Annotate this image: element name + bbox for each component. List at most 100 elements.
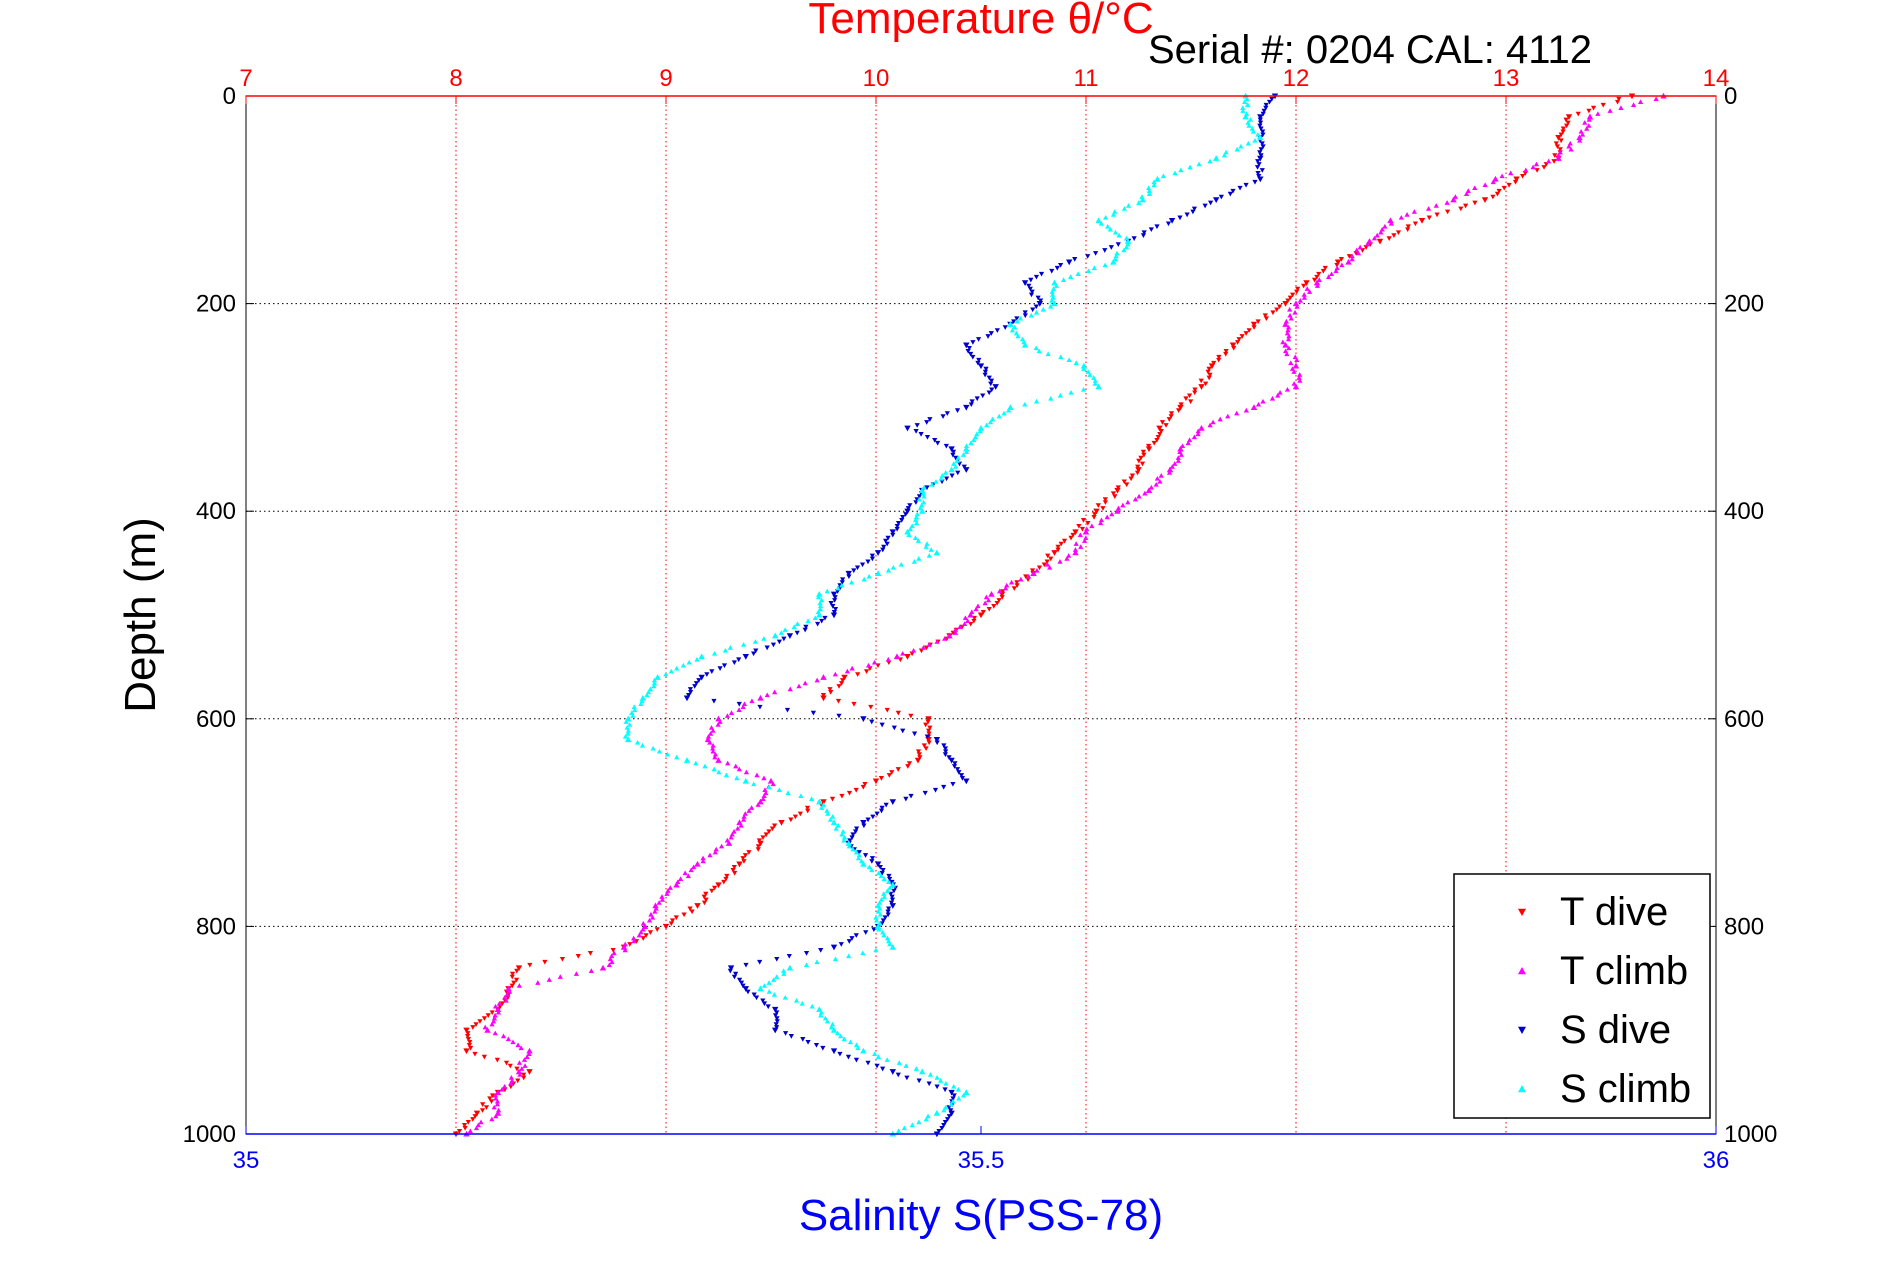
data-point-interp [1577, 137, 1583, 143]
data-point-interp [901, 1125, 907, 1131]
data-point-interp [1057, 392, 1063, 398]
data-point-interp [876, 870, 882, 876]
data-point-interp [852, 829, 859, 835]
data-point-interp [1297, 378, 1303, 383]
data-point-interp [468, 1045, 474, 1051]
data-point [889, 881, 896, 888]
data-point-interp [906, 532, 912, 538]
data-point-interp [879, 805, 885, 811]
data-point-interp [1398, 214, 1404, 220]
data-point-interp [913, 1066, 919, 1071]
data-point-interp [1168, 411, 1175, 416]
data-point-interp [938, 475, 944, 481]
data-point-interp [728, 834, 734, 840]
data-point-interp [974, 396, 980, 402]
data-point-interp [1263, 105, 1269, 111]
data-point-interp [687, 690, 694, 695]
data-point-interp [957, 624, 963, 629]
data-point-interp [997, 588, 1003, 594]
data-point-interp [518, 1045, 524, 1051]
data-point-interp [573, 971, 579, 976]
data-point [1051, 300, 1058, 307]
data-point-interp [1490, 194, 1496, 200]
data-point-interp [782, 1031, 789, 1036]
data-point-interp [906, 761, 913, 766]
data-point-interp [774, 956, 780, 962]
data-point-interp [1320, 268, 1326, 274]
data-point-interp [810, 710, 817, 716]
data-point-interp [960, 1092, 967, 1098]
data-point-interp [885, 912, 891, 918]
data-point-interp [803, 624, 809, 630]
data-point-interp [969, 399, 975, 405]
data-point-interp [887, 885, 893, 890]
data-point-interp [881, 891, 887, 896]
data-point-interp [889, 879, 895, 885]
data-point-interp [1040, 306, 1046, 312]
data-point-interp [743, 962, 749, 968]
data-point-interp [996, 598, 1002, 603]
data-point-interp [956, 1095, 962, 1101]
data-point-interp [1012, 324, 1018, 330]
data-point-interp [1374, 232, 1380, 238]
data-point-interp [926, 1081, 932, 1087]
data-point-interp [817, 600, 823, 606]
data-point-interp [1285, 327, 1291, 333]
data-point-interp [948, 1108, 954, 1113]
data-point-interp [1260, 132, 1266, 138]
data-point-interp [757, 959, 763, 965]
data-point-interp [1172, 170, 1178, 176]
data-point-interp [1334, 265, 1340, 271]
data-point-interp [686, 692, 692, 698]
data-point-interp [732, 870, 738, 876]
data-point-interp [1534, 168, 1540, 173]
data-point [977, 424, 985, 431]
data-point-interp [924, 434, 931, 440]
data-point-interp [1395, 230, 1402, 236]
data-point-interp [456, 1128, 463, 1134]
data-point-interp [959, 776, 966, 781]
data-point-interp [1223, 348, 1229, 354]
data-point [874, 923, 882, 929]
data-point-interp [1026, 573, 1032, 579]
data-point [946, 632, 953, 639]
data-point-interp [711, 766, 717, 772]
data-point [1110, 258, 1117, 265]
data-point-interp [1035, 295, 1041, 301]
data-point-interp [1079, 526, 1086, 532]
data-point-interp [932, 437, 938, 443]
data-point-interp [1157, 478, 1163, 484]
data-point [1154, 175, 1161, 182]
data-point [830, 1027, 838, 1033]
data-point-interp [711, 698, 717, 704]
data-point-interp [881, 932, 887, 938]
data-point [1145, 487, 1153, 493]
data-point-interp [1584, 126, 1590, 131]
data-point [1450, 196, 1457, 203]
data-point-interp [1132, 496, 1139, 502]
data-point-interp [1553, 141, 1559, 147]
data-point-interp [575, 953, 581, 959]
data-point [654, 674, 661, 680]
data-point-interp [1259, 168, 1265, 173]
temp-tick-label: 10 [863, 65, 890, 92]
data-point-interp [881, 894, 887, 899]
data-point-interp [559, 956, 566, 962]
data-point [816, 611, 823, 618]
data-point-interp [860, 784, 866, 790]
data-point [948, 1110, 955, 1117]
data-point-interp [703, 891, 709, 897]
data-point-interp [1311, 277, 1318, 283]
data-point-interp [1582, 120, 1588, 125]
data-point-interp [1014, 318, 1020, 324]
data-point-interp [963, 443, 970, 449]
data-point-interp [1102, 500, 1109, 505]
data-point-interp [846, 574, 852, 580]
data-point-interp [885, 656, 891, 662]
data-point-interp [950, 1096, 956, 1102]
data-point-interp [1207, 158, 1213, 164]
data-point-interp [962, 615, 969, 621]
data-point-interp [510, 1039, 516, 1045]
data-point-interp [1560, 129, 1566, 135]
data-point [494, 1089, 502, 1096]
